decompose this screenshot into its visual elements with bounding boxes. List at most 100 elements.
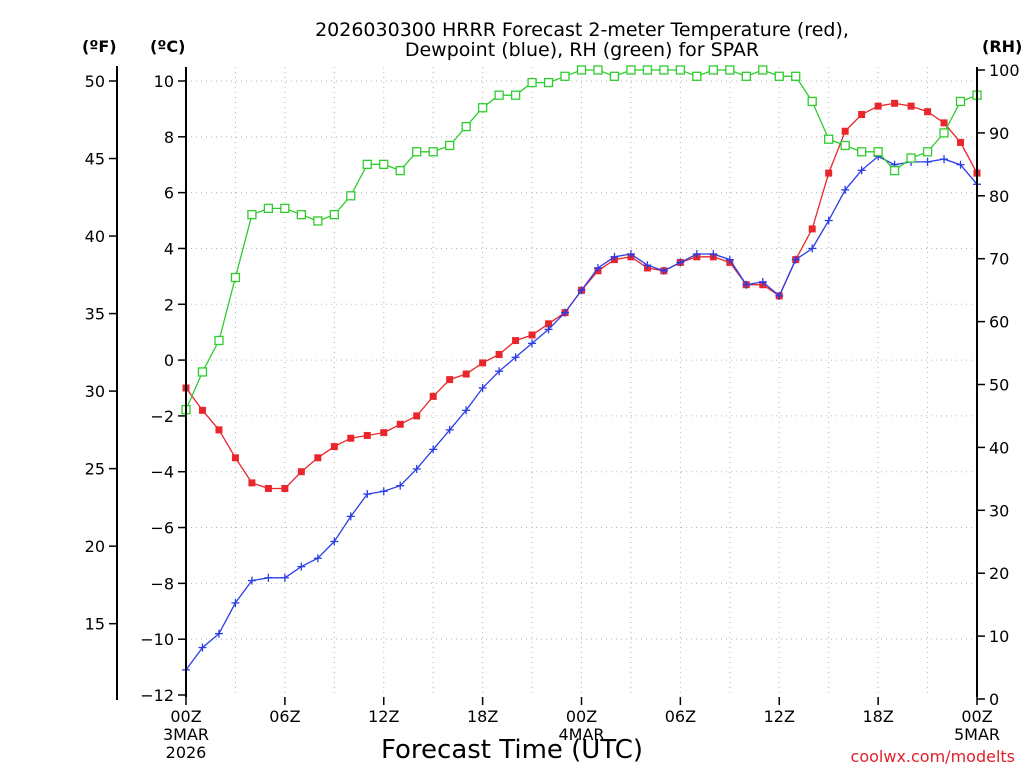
temperature-point [924,108,932,116]
dewpoint-point [643,261,652,270]
data-series [181,65,982,674]
rh-point [247,210,257,220]
dewpoint-point [626,250,635,259]
rh-tick-label: 0 [989,690,999,709]
x-tick-label: 00Z [170,707,201,726]
temperature-point [825,169,833,177]
rh-tick-label: 30 [989,501,1009,520]
dewpoint-point [824,216,833,225]
dewpoint-point [841,185,850,194]
x-tick-label: 00Z [566,707,597,726]
dewpoint-point [775,291,784,300]
rh-point [955,96,966,107]
fahrenheit-tick-label: 20 [85,537,105,556]
rh-point [889,165,900,176]
rh-point [642,65,653,75]
rh-unit-label: (RH) [982,37,1022,56]
rh-point [939,128,949,138]
fahrenheit-tick-label: 40 [85,227,105,246]
fahrenheit-tick-label: 15 [85,615,105,634]
dewpoint-point [561,308,570,317]
rh-point [214,335,224,346]
temperature-point [297,468,305,476]
dewpoint-point [610,252,619,261]
fahrenheit-tick-label: 30 [85,382,105,401]
rh-point [856,147,867,157]
dewpoint-point [462,406,471,415]
celsius-tick-label: −8 [150,574,174,593]
rh-tick-label: 70 [989,250,1009,269]
temperature-point [215,426,223,434]
rh-point [560,71,570,81]
dewpoint-point [445,425,454,434]
temperature-point [858,110,866,118]
dewpoint-point [330,537,339,546]
x-axis-label: Forecast Time (UTC) [381,735,643,765]
rh-point [609,71,620,81]
plot-frame [185,67,978,697]
dewpoint-point [396,481,405,490]
dewpoint-point [280,573,289,582]
temperature-point [446,376,454,384]
dewpoint-point [577,286,586,295]
chart-title-line-2: Dewpoint (blue), RH (green) for SPAR [405,39,759,61]
temperature-point [907,102,915,110]
celsius-tick-label: 8 [164,128,174,147]
dewpoint-point [544,325,553,334]
temperature-point [891,99,899,107]
rh-point [725,65,735,75]
rh-tick-label: 40 [989,438,1009,457]
dewpoint-point [231,598,240,607]
rh-point [906,153,916,163]
celsius-tick-label: 10 [154,72,174,91]
temperature-point [545,320,553,328]
dewpoint-point [379,487,388,496]
rh-point [230,272,241,283]
x-tick-label: 12Z [764,707,795,726]
dewpoint-point [758,277,767,286]
rh-point [626,65,636,75]
rh-point [758,65,768,75]
dewpoint-point [659,266,668,275]
dewpoint-point [214,629,223,638]
celsius-tick-label: −12 [140,686,174,705]
celsius-unit-label: (ºC) [150,37,185,56]
x-tick-label: 00Z [961,707,992,726]
dewpoint-point [808,244,817,253]
temperature-point [231,454,239,462]
celsius-tick-label: −10 [140,630,174,649]
rh-tick-label: 50 [989,376,1009,395]
rh-tick-label: 90 [989,124,1009,143]
rh-point [527,77,537,88]
rh-point [461,121,471,132]
rh-tick-label: 80 [989,187,1009,206]
x-date-label: 4MAR [558,725,604,744]
rh-point [412,147,422,157]
temperature-point [380,429,388,437]
x-date-label: 3MAR [163,725,209,744]
temperature-point [248,479,256,487]
rh-point [346,191,356,201]
temperature-point [808,225,816,233]
temperature-point [957,138,965,146]
celsius-tick-label: 4 [164,239,174,258]
celsius-tick-label: −2 [150,407,174,426]
rh-tick-label: 20 [989,564,1009,583]
credit-text: coolwx.com/modelts [851,747,1015,766]
fahrenheit-tick-label: 45 [85,150,105,169]
rh-point [593,65,603,75]
x-tick-label: 12Z [368,707,399,726]
temperature-point [495,351,503,359]
gridlines [186,67,977,697]
dewpoint-point [412,464,421,473]
rh-point [791,71,801,81]
dewpoint-point [346,512,355,521]
rh-point [741,71,751,81]
dewpoint-point [264,573,273,582]
celsius-tick-label: 6 [164,184,174,203]
rh-point [576,65,587,75]
rh-point [428,147,438,157]
rh-point [313,216,323,226]
temperature-point [462,370,470,378]
